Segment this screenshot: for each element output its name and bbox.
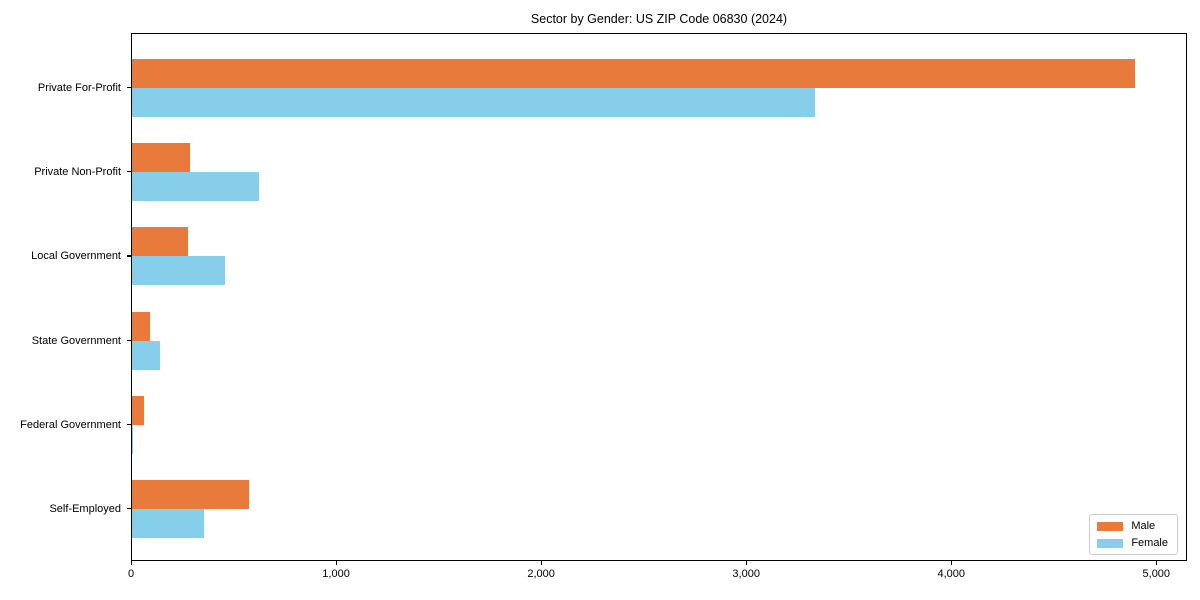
y-tick-label-4: Federal Government [20, 418, 121, 431]
x-tick-label-4: 4,000 [937, 568, 965, 580]
bar-male-0 [132, 59, 1135, 88]
x-tick-label-5: 5,000 [1142, 568, 1171, 580]
y-tick-label-5: Self-Employed [49, 503, 121, 515]
female-color-swatch [1097, 538, 1124, 548]
legend-item-male: Male [1097, 520, 1168, 532]
bar-male-2 [132, 227, 189, 257]
y-tick-mark-3 [127, 339, 131, 341]
y-tick-mark-0 [127, 87, 131, 89]
chart-title: Sector by Gender: US ZIP Code 06830 (202… [530, 12, 788, 26]
bar-female-0 [132, 88, 815, 117]
y-tick-label-2: Local Government [31, 250, 121, 263]
x-tick-label-2: 2,000 [527, 568, 555, 580]
legend-label-female: Female [1131, 537, 1168, 549]
y-tick-label-1: Private Non-Profit [34, 166, 121, 179]
y-tick-mark-2 [127, 255, 131, 257]
x-tick-mark-5 [1156, 561, 1158, 565]
y-tick-mark-4 [127, 423, 131, 425]
plot-canvas [132, 34, 1186, 560]
bar-female-5 [132, 509, 204, 538]
x-tick-mark-3 [746, 561, 748, 565]
x-tick-mark-4 [951, 561, 953, 565]
legend-label-male: Male [1131, 520, 1156, 532]
bar-male-4 [132, 395, 145, 425]
y-tick-label-3: State Government [31, 334, 121, 347]
x-tick-mark-2 [541, 561, 543, 565]
bar-female-4 [132, 424, 134, 454]
bar-male-3 [132, 311, 151, 341]
male-color-swatch [1097, 521, 1124, 531]
x-tick-mark-0 [131, 561, 133, 565]
x-tick-label-3: 3,000 [732, 568, 760, 580]
bar-female-3 [132, 340, 160, 370]
x-tick-label-1: 1,000 [322, 568, 350, 580]
x-tick-label-0: 0 [127, 568, 135, 580]
y-tick-mark-1 [127, 171, 131, 173]
y-tick-mark-5 [127, 508, 131, 510]
bar-male-5 [132, 480, 249, 509]
x-tick-mark-1 [336, 561, 338, 565]
bar-male-1 [132, 143, 191, 173]
y-tick-label-0: Private For-Profit [37, 82, 121, 94]
bar-female-1 [132, 172, 260, 202]
bar-female-2 [132, 256, 226, 286]
legend: Male Female [1089, 514, 1178, 555]
legend-item-female: Female [1097, 537, 1168, 549]
plot-area: Male Female [131, 33, 1187, 561]
